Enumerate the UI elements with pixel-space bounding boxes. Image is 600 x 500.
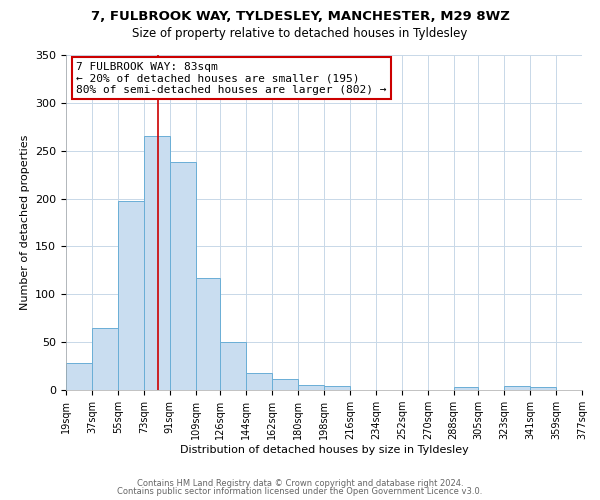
Text: 7 FULBROOK WAY: 83sqm
← 20% of detached houses are smaller (195)
80% of semi-det: 7 FULBROOK WAY: 83sqm ← 20% of detached … [76,62,387,95]
Text: Contains HM Land Registry data © Crown copyright and database right 2024.: Contains HM Land Registry data © Crown c… [137,478,463,488]
Text: Size of property relative to detached houses in Tyldesley: Size of property relative to detached ho… [133,28,467,40]
Bar [530,387,556,390]
Text: Contains public sector information licensed under the Open Government Licence v3: Contains public sector information licen… [118,487,482,496]
Bar [220,342,246,390]
Bar [170,162,196,390]
Bar [246,373,272,390]
Bar [298,385,324,390]
Bar [454,387,478,390]
Y-axis label: Number of detached properties: Number of detached properties [20,135,29,310]
X-axis label: Distribution of detached houses by size in Tyldesley: Distribution of detached houses by size … [179,445,469,455]
Bar [118,202,144,390]
Bar [66,363,92,390]
Bar [144,136,170,390]
Bar [92,328,118,390]
Bar [324,386,350,390]
Bar [272,380,298,390]
Bar [504,386,530,390]
Bar [196,278,220,390]
Text: 7, FULBROOK WAY, TYLDESLEY, MANCHESTER, M29 8WZ: 7, FULBROOK WAY, TYLDESLEY, MANCHESTER, … [91,10,509,23]
